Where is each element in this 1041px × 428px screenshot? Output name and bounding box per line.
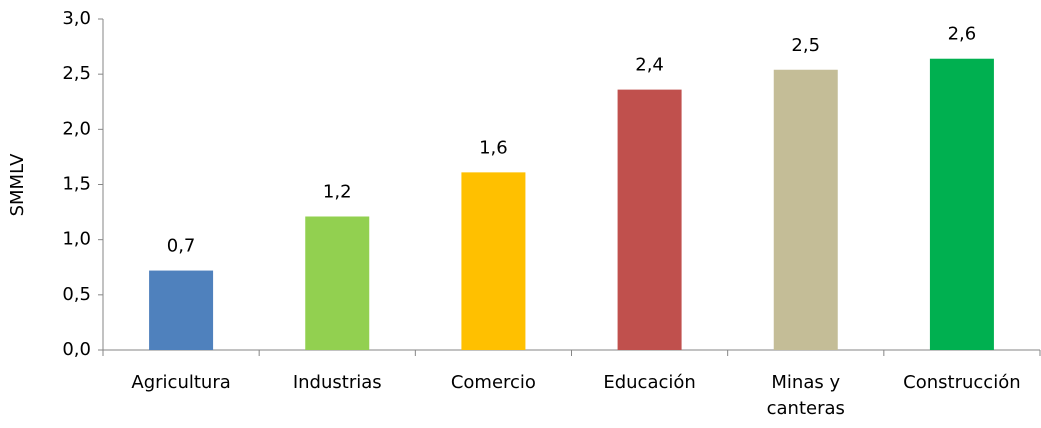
y-tick-label: 3,0 [62,8,91,29]
bar [617,89,682,350]
y-tick-label: 0,5 [62,284,91,305]
y-tick-label: 1,5 [62,174,91,195]
bar [305,216,370,350]
x-tick-label: Minas y canteras [766,372,845,419]
bar [773,69,838,351]
y-tick-label: 1,0 [62,229,91,250]
value-label: 2,4 [635,55,664,76]
x-tick-label: Construcción [903,372,1021,393]
bar [929,58,994,350]
y-tick-label: 2,5 [62,63,91,84]
y-axis-title: SMMLV [7,153,28,217]
x-tick-label: Industrias [292,372,382,393]
x-tick-label: Educación [603,372,696,393]
value-label: 2,6 [948,24,977,45]
y-tick-label: 2,0 [62,118,91,139]
bar [149,270,214,350]
y-tick-label: 0,0 [62,339,91,360]
bar [461,172,526,350]
value-label: 1,6 [479,137,508,158]
x-tick-label: Comercio [450,372,536,393]
value-label: 0,7 [167,236,196,257]
x-tick-label: Agricultura [131,372,231,393]
value-label: 2,5 [791,35,820,56]
value-label: 1,2 [323,181,352,202]
